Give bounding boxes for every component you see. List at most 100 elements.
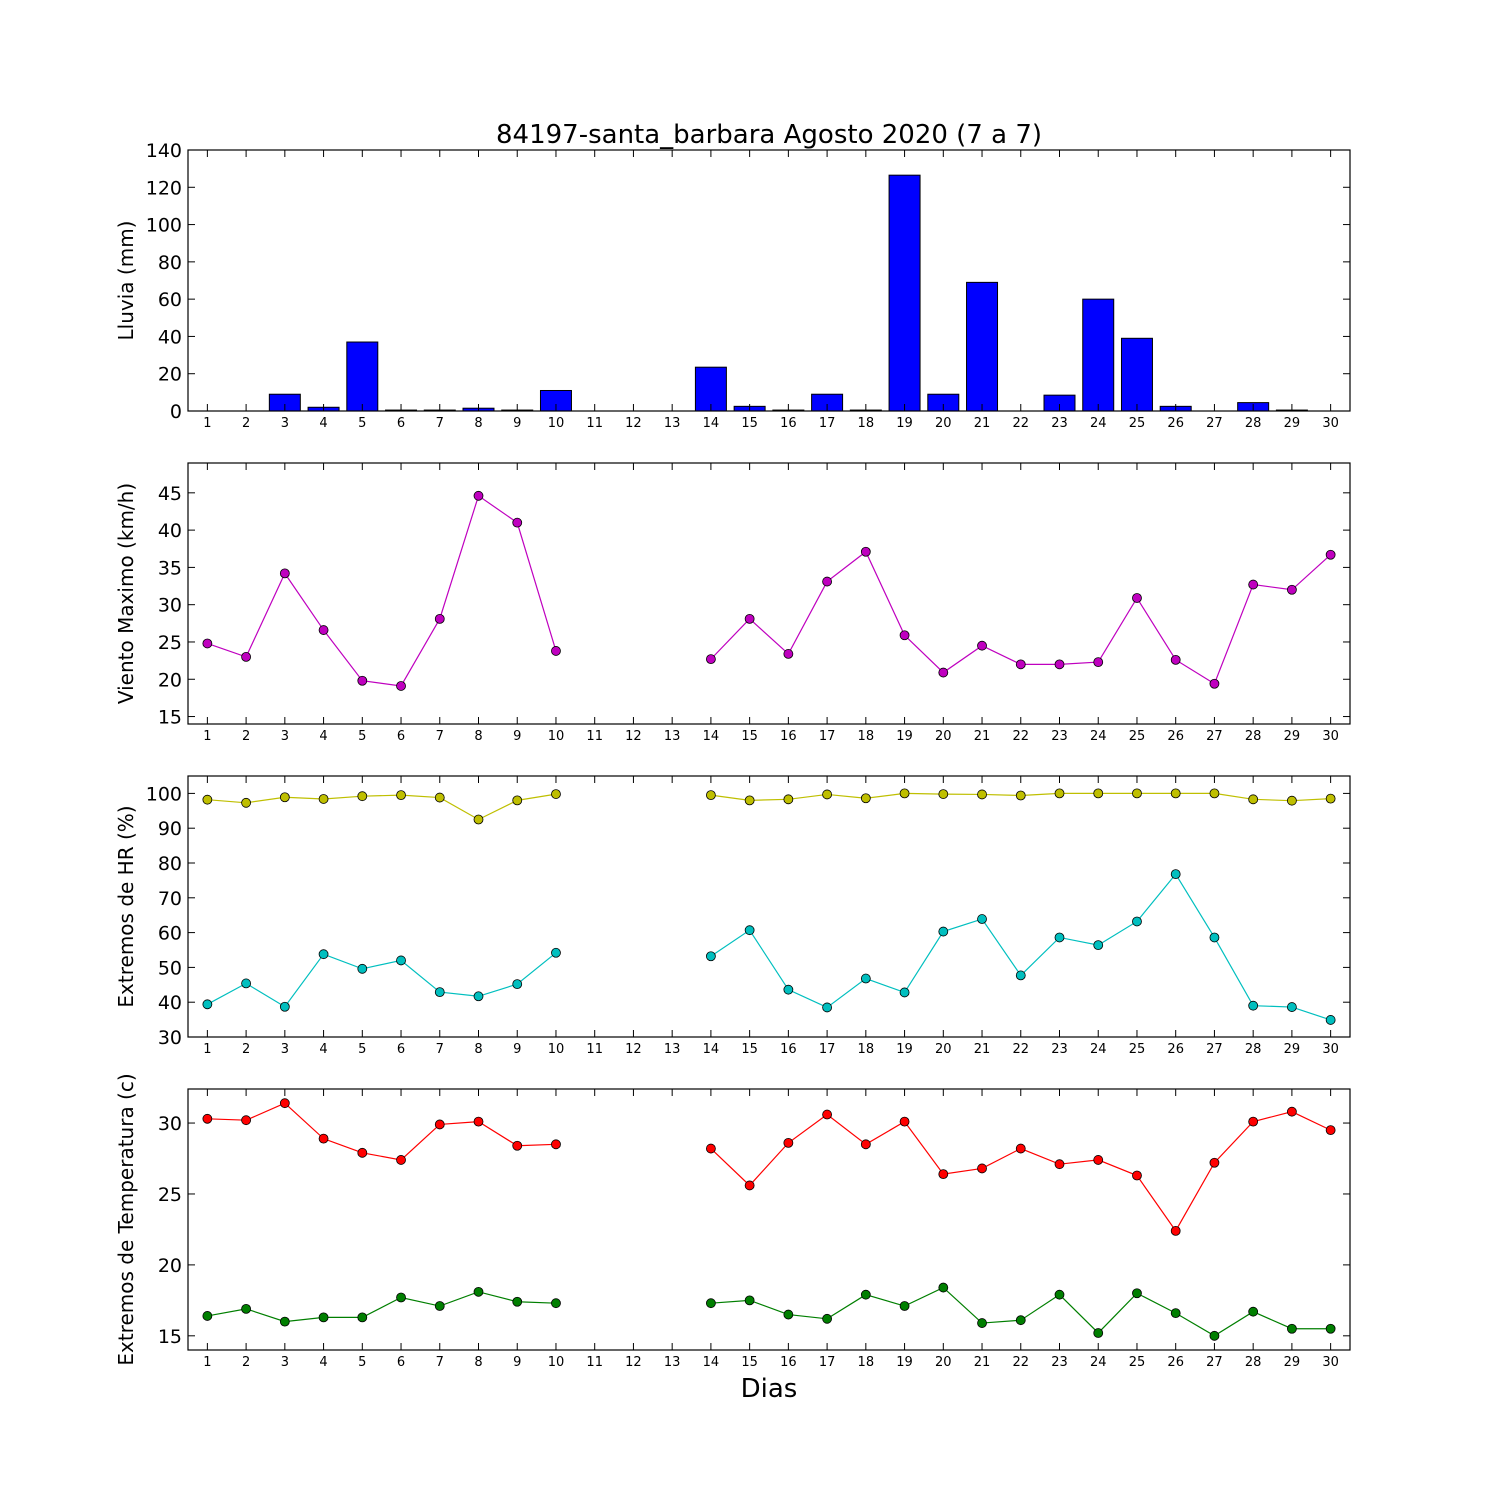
series-1-point-day-9 <box>512 795 523 806</box>
x-tick-label: 10 <box>548 729 565 744</box>
series-1-point-day-24 <box>1093 657 1104 668</box>
x-tick-label: 2 <box>242 1355 250 1370</box>
x-tick-label: 6 <box>397 1355 405 1370</box>
x-tick-label: 27 <box>1206 1355 1223 1370</box>
series-1-point-day-15 <box>744 613 755 624</box>
series-1-point-day-2 <box>241 1115 252 1126</box>
series-1-point-day-18 <box>860 1139 871 1150</box>
y-tick-label: 20 <box>158 1255 182 1277</box>
series-1-point-day-5 <box>357 1147 368 1158</box>
series-2-point-day-4 <box>318 949 329 960</box>
series-1-point-day-8 <box>473 814 484 825</box>
x-tick-label: 17 <box>819 1355 836 1370</box>
x-tick-label: 20 <box>935 1042 952 1057</box>
y-tick-label: 50 <box>158 957 182 979</box>
series-1-point-day-14 <box>706 790 716 801</box>
x-tick-label: 17 <box>819 1042 836 1057</box>
series-1-point-day-23 <box>1054 788 1065 799</box>
x-tick-label: 18 <box>858 1042 875 1057</box>
plot-frame <box>187 462 1351 725</box>
x-tick-label: 9 <box>513 1355 521 1370</box>
series-1-point-day-7 <box>434 1119 445 1130</box>
y-tick-label: 15 <box>158 707 182 729</box>
x-tick-label: 27 <box>1206 1042 1223 1057</box>
series-2-point-day-8 <box>473 991 484 1002</box>
y-tick-label: 40 <box>158 992 182 1014</box>
series-1-point-day-16 <box>783 794 794 805</box>
series-1-point-day-18 <box>860 546 871 557</box>
x-tick-label: 18 <box>858 1355 875 1370</box>
y-tick-label: 60 <box>158 289 182 311</box>
series-1-point-day-6 <box>396 1155 406 1165</box>
y-tick-label: 25 <box>158 632 182 654</box>
x-tick-label: 20 <box>935 416 952 431</box>
y-tick-label: 35 <box>158 557 182 579</box>
x-tick-label: 27 <box>1206 416 1223 431</box>
x-tick-label: 8 <box>474 416 482 431</box>
y-tick-label: 20 <box>158 364 182 386</box>
series-2-point-day-24 <box>1093 940 1104 951</box>
y-tick-label: 30 <box>158 595 182 617</box>
series-2-point-day-21 <box>977 914 987 924</box>
x-tick-label: 2 <box>242 729 250 744</box>
x-tick-label: 4 <box>319 1355 327 1370</box>
bar-day-5 <box>346 341 379 412</box>
x-tick-label: 16 <box>780 416 797 431</box>
series-1-point-day-24 <box>1093 1155 1104 1165</box>
series-1-point-day-30 <box>1325 549 1336 560</box>
series-2-point-day-18 <box>860 973 871 984</box>
x-tick-label: 4 <box>319 729 327 744</box>
series-2-point-day-18 <box>860 1289 871 1300</box>
x-tick-label: 30 <box>1322 729 1339 744</box>
y-tick-label: 40 <box>158 520 182 542</box>
series-2-point-day-9 <box>512 1296 523 1307</box>
series-2-point-day-8 <box>473 1286 484 1297</box>
series-2-point-day-2 <box>241 978 252 989</box>
series-1-point-day-27 <box>1209 678 1220 689</box>
series-1-point-day-4 <box>318 625 329 635</box>
x-tick-label: 9 <box>513 416 521 431</box>
x-tick-label: 12 <box>625 1355 642 1370</box>
series-2-point-day-20 <box>938 1282 949 1293</box>
x-tick-label: 2 <box>242 416 250 431</box>
x-tick-label: 26 <box>1167 1042 1184 1057</box>
series-2-point-day-3 <box>279 1316 290 1327</box>
series-2-point-day-15 <box>744 1295 755 1306</box>
y-tick-label: 30 <box>158 1113 182 1135</box>
x-tick-label: 9 <box>513 729 521 744</box>
series-2-point-day-24 <box>1093 1328 1104 1338</box>
series-1-point-day-10 <box>551 1139 561 1150</box>
series-1-point-day-14 <box>706 1143 716 1154</box>
x-tick-label: 27 <box>1206 729 1223 744</box>
series-1-point-day-25 <box>1132 1170 1142 1181</box>
y-tick-label: 25 <box>158 1184 182 1206</box>
x-tick-label: 11 <box>586 1355 603 1370</box>
x-tick-label: 7 <box>436 416 444 431</box>
series-1-point-day-17 <box>822 789 832 800</box>
series-2-point-day-19 <box>899 1301 910 1311</box>
x-tick-label: 15 <box>741 1355 758 1370</box>
series-2-point-day-27 <box>1209 932 1220 943</box>
series-1-point-day-27 <box>1209 788 1220 799</box>
y-tick-label: 80 <box>158 252 182 274</box>
x-tick-label: 13 <box>664 1355 681 1370</box>
x-tick-label: 21 <box>974 729 991 744</box>
series-1-point-day-7 <box>434 613 445 624</box>
x-tick-label: 19 <box>896 1042 913 1057</box>
series-1-point-day-23 <box>1054 1159 1065 1170</box>
y-tick-label: 100 <box>146 783 182 805</box>
series-2-point-day-3 <box>279 1001 290 1012</box>
series-2-point-day-6 <box>396 955 406 966</box>
x-tick-label: 10 <box>548 1042 565 1057</box>
y-tick-label: 60 <box>158 923 182 945</box>
x-tick-label: 8 <box>474 729 482 744</box>
series-2-point-day-10 <box>551 1298 561 1309</box>
series-1-point-day-26 <box>1170 654 1181 665</box>
x-tick-label: 22 <box>1012 1355 1029 1370</box>
series-2-point-day-28 <box>1248 1306 1259 1317</box>
series-1-point-day-4 <box>318 1133 329 1144</box>
x-tick-label: 7 <box>436 1042 444 1057</box>
series-1-point-day-29 <box>1287 1106 1297 1117</box>
